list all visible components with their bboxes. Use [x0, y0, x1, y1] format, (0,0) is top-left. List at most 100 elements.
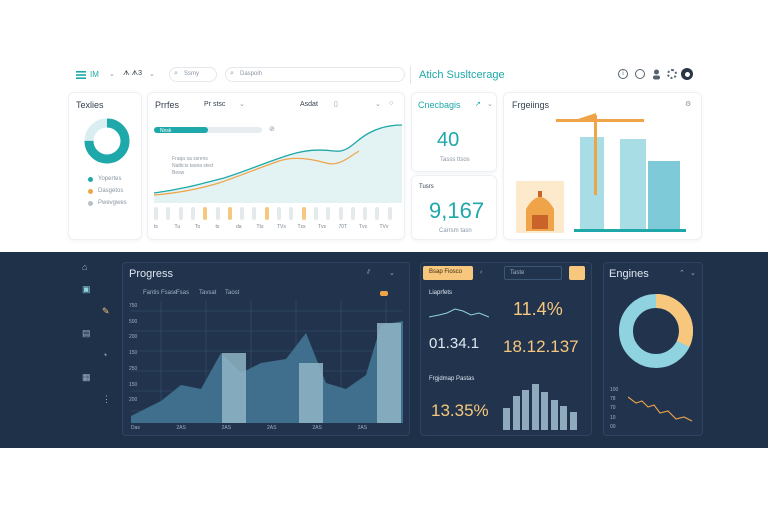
progress-pill — [326, 207, 331, 220]
user-icon[interactable] — [651, 68, 661, 80]
axis-tick-label: 100 — [610, 387, 619, 393]
chevron-down-icon[interactable]: ⌄ — [690, 270, 696, 277]
chevron-down-icon[interactable]: ⌄ — [375, 101, 381, 108]
axis-tick-label: 70 — [610, 405, 616, 412]
progress-pill — [215, 207, 220, 220]
axis-tick-label: 2AS — [176, 425, 186, 431]
axis-tick-label: 2AS — [221, 425, 232, 431]
progress-pill — [190, 207, 195, 220]
tab-first[interactable]: Fantis Fsase — [143, 290, 178, 296]
link-icon[interactable]: ⊘ — [269, 126, 275, 133]
chart-icon[interactable]: ◔ — [102, 350, 108, 360]
card-title: Texlies — [76, 100, 104, 110]
filter-label[interactable]: ᗑ ᗑ3 — [123, 70, 143, 77]
axis-tick-label: Tvs — [318, 224, 327, 230]
progress-pill — [313, 207, 318, 220]
clock-icon[interactable] — [635, 69, 645, 79]
engines-donut — [619, 294, 693, 368]
progress-area-chart — [131, 301, 403, 423]
home-icon[interactable]: ⌂ — [82, 262, 88, 272]
legend-label: Yopertes — [98, 176, 122, 182]
search-input-2[interactable]: ⌕ Daspoih — [225, 67, 405, 82]
progress-pill — [338, 207, 343, 220]
edit-icon[interactable]: ✎ — [102, 306, 110, 316]
progress-pill — [227, 207, 232, 220]
top-bar: IM ⌄ ᗑ ᗑ3 ⌄ ⌕ Ssmy ⌕ Daspoih Atich Suslt… — [65, 62, 705, 88]
progress-pill — [289, 207, 294, 220]
axis-tick-label: 750 — [129, 303, 138, 309]
engines-line-chart — [628, 396, 693, 422]
more-icon[interactable]: ⋮ — [102, 394, 111, 404]
chevron-down-icon[interactable]: ⌄ — [389, 270, 395, 277]
stat-value: 9,167 — [429, 198, 485, 223]
settings-icon[interactable] — [667, 69, 677, 79]
axis-tick-label: TVs — [277, 224, 286, 230]
toggle-switch[interactable] — [380, 291, 388, 296]
stats-bar — [531, 384, 539, 430]
legend-dot — [88, 189, 93, 194]
dropdown-label[interactable]: Asdat — [300, 101, 318, 108]
axis-tick-label: 2AS — [357, 425, 368, 431]
search-input[interactable]: ⌕ Ssmy — [169, 67, 217, 82]
project-line-chart — [154, 124, 402, 203]
settings-icon[interactable]: ⚙ — [685, 101, 692, 108]
menu-icon[interactable] — [75, 69, 87, 81]
stats-sparkline — [429, 308, 489, 318]
info-icon[interactable]: i — [618, 69, 628, 79]
chevron-up-icon[interactable]: ⌃ — [679, 270, 685, 277]
axis-tick-label: 70T — [338, 224, 348, 230]
axis-tick-label: 78 — [610, 396, 616, 403]
annotation-line: Fraqa sa ssrens — [172, 156, 208, 162]
chevron-down-icon[interactable]: ⌄ — [149, 71, 155, 78]
engineering-card: Frgeiings ⚙ — [503, 92, 702, 240]
filter-label[interactable]: Pr stsc — [204, 101, 226, 108]
chevron-up-icon[interactable]: ↗ — [475, 101, 481, 108]
progress-pill — [301, 207, 306, 220]
axis-tick-label: 10 — [610, 414, 616, 421]
dark-mode-icon[interactable] — [681, 68, 693, 80]
notification-icon[interactable] — [569, 266, 585, 280]
tab-fourth[interactable]: Taost — [225, 290, 240, 296]
axis-tick-label: 200 — [129, 334, 138, 341]
tab-third[interactable]: Tavsat — [199, 290, 217, 296]
progress-pill — [350, 207, 355, 220]
tasks-card: Texlies Yopertes Dasgetos Pwevgwes — [68, 92, 142, 240]
axis-tick-label: 500 — [129, 318, 138, 325]
stats-panel: Bsap Fiosco ‹ Taste Liaprfets 11.4% 01.3… — [420, 262, 592, 436]
change-caption: Tasss ttsos — [440, 157, 470, 163]
calendar-icon[interactable]: ▯ — [334, 101, 338, 108]
chart-icon[interactable]: ⫽ — [367, 269, 371, 276]
chevron-left-icon[interactable]: ‹ — [480, 269, 483, 276]
progress-pill — [387, 207, 392, 220]
dark-sidebar: ⌂ ▣ ✎ ▤ ◔ ▦ ⋮ — [78, 262, 118, 422]
app-label[interactable]: IM — [90, 70, 99, 79]
chevron-down-icon[interactable]: ⌄ — [487, 101, 493, 108]
calendar-icon[interactable]: ▦ — [82, 372, 91, 382]
annotation-line: Natticis tasna sted — [172, 163, 213, 169]
primary-button[interactable]: Bsap Fiosco — [423, 266, 473, 280]
axis-tick-label: TVv — [379, 224, 389, 230]
tab-second[interactable]: Fsas — [176, 290, 190, 296]
card-title: Cnecbagis — [418, 100, 461, 110]
search-input[interactable]: Taste — [504, 266, 562, 280]
axis-tick-label: da — [236, 224, 242, 230]
axis-tick-label: ts — [215, 224, 220, 230]
stats-bar — [503, 408, 510, 430]
axis-tick-label: Tts — [256, 224, 264, 230]
search-icon: ⌕ — [230, 70, 234, 77]
stats-bar — [569, 412, 577, 430]
progress-pill — [154, 207, 158, 220]
stat-value-3: 18.12.137 — [503, 337, 579, 356]
change-value: 40 — [437, 129, 460, 151]
progress-pill — [166, 207, 171, 220]
stat-caption: Carrsm tasn — [439, 228, 472, 234]
folder-icon[interactable]: ▣ — [82, 284, 91, 294]
chevron-down-icon[interactable]: ⌄ — [109, 71, 115, 78]
progress-pill — [203, 207, 208, 220]
close-icon[interactable]: ○ — [389, 100, 394, 107]
progress-pill — [375, 207, 380, 220]
chevron-down-icon[interactable]: ⌄ — [239, 101, 245, 108]
stats-bar — [550, 400, 558, 430]
axis-tick-label: 150 — [129, 381, 138, 388]
document-icon[interactable]: ▤ — [82, 328, 91, 338]
